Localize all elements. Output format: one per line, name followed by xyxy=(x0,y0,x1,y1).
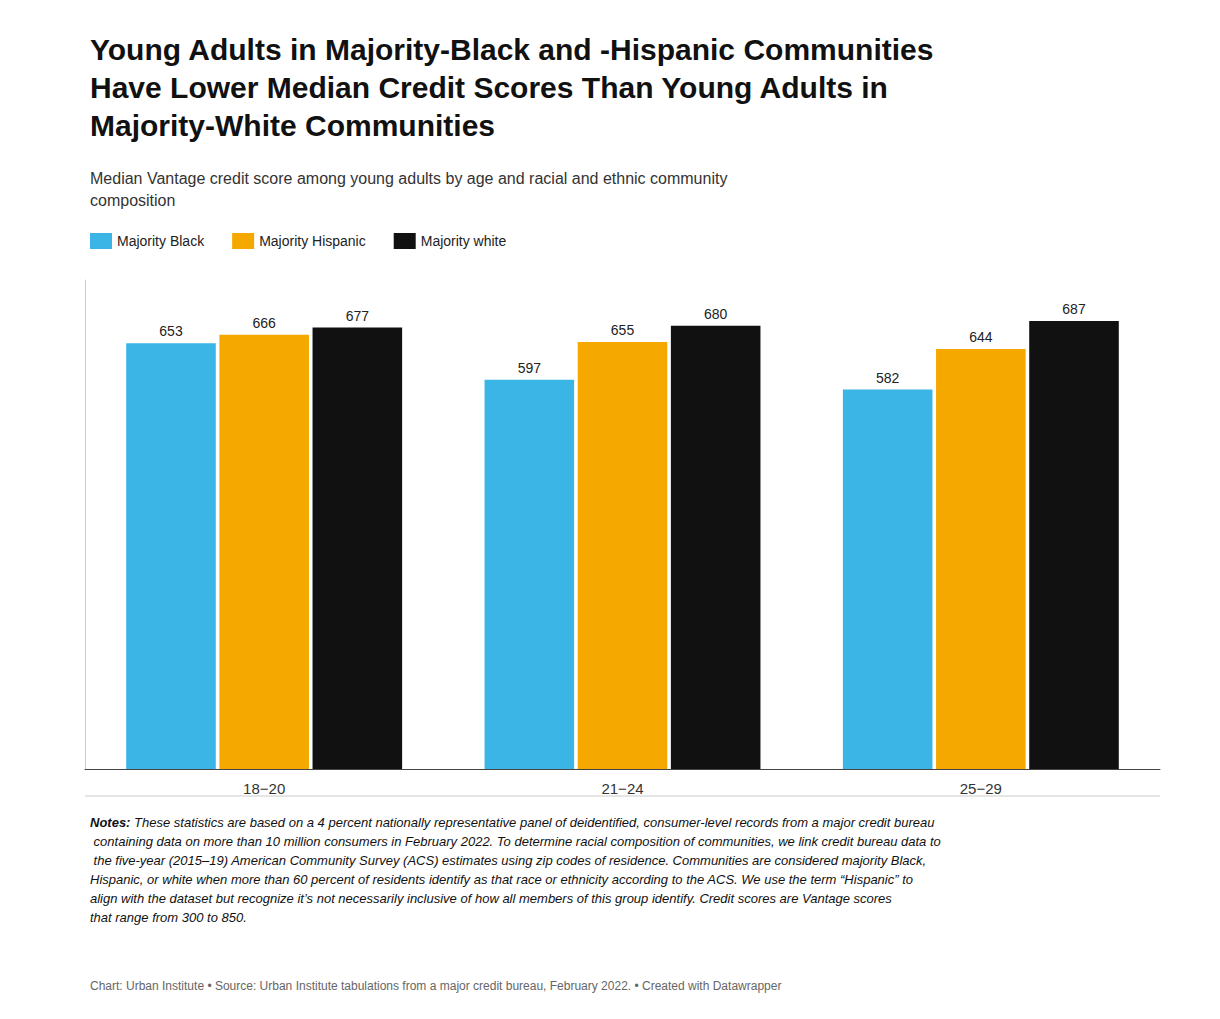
svg-text:680: 680 xyxy=(704,306,728,322)
svg-text:These statistics are based on: These statistics are based on a 4 percen… xyxy=(130,815,934,830)
svg-text:composition: composition xyxy=(90,192,175,209)
svg-text:that range from 300 to 850.: that range from 300 to 850. xyxy=(90,910,247,925)
svg-text:the five-year (2015–19) Americ: the five-year (2015–19) American Communi… xyxy=(90,853,930,868)
svg-text:582: 582 xyxy=(876,370,900,386)
svg-text:Hispanic, or white when more t: Hispanic, or white when more than 60 per… xyxy=(90,872,917,887)
svg-text:Have Lower Median Credit Score: Have Lower Median Credit Scores Than You… xyxy=(90,71,888,104)
svg-text:644: 644 xyxy=(969,329,993,345)
svg-text:Young Adults in Majority-Black: Young Adults in Majority-Black and -Hisp… xyxy=(90,33,933,66)
svg-text:687: 687 xyxy=(1062,301,1086,317)
svg-text:655: 655 xyxy=(611,322,635,338)
svg-text:Notes:: Notes: xyxy=(90,815,130,830)
svg-text:653: 653 xyxy=(159,323,183,339)
svg-text:align with the dataset but rec: align with the dataset but recognize it’… xyxy=(90,891,895,906)
svg-text:18−20: 18−20 xyxy=(243,780,285,797)
svg-text:21−24: 21−24 xyxy=(601,780,643,797)
svg-text:Chart: Urban Institute • Sourc: Chart: Urban Institute • Source: Urban I… xyxy=(90,979,781,993)
svg-text:containing data on more than 1: containing data on more than 10 million … xyxy=(90,834,941,849)
svg-text:Majority-White Communities: Majority-White Communities xyxy=(90,109,495,142)
svg-text:677: 677 xyxy=(346,308,370,324)
svg-text:Majority Black: Majority Black xyxy=(117,233,205,249)
svg-text:25−29: 25−29 xyxy=(960,780,1002,797)
svg-text:Median Vantage credit score am: Median Vantage credit score among young … xyxy=(90,170,727,187)
svg-text:666: 666 xyxy=(252,315,276,331)
svg-text:597: 597 xyxy=(518,360,542,376)
svg-text:Majority Hispanic: Majority Hispanic xyxy=(259,233,366,249)
svg-text:Majority white: Majority white xyxy=(421,233,507,249)
